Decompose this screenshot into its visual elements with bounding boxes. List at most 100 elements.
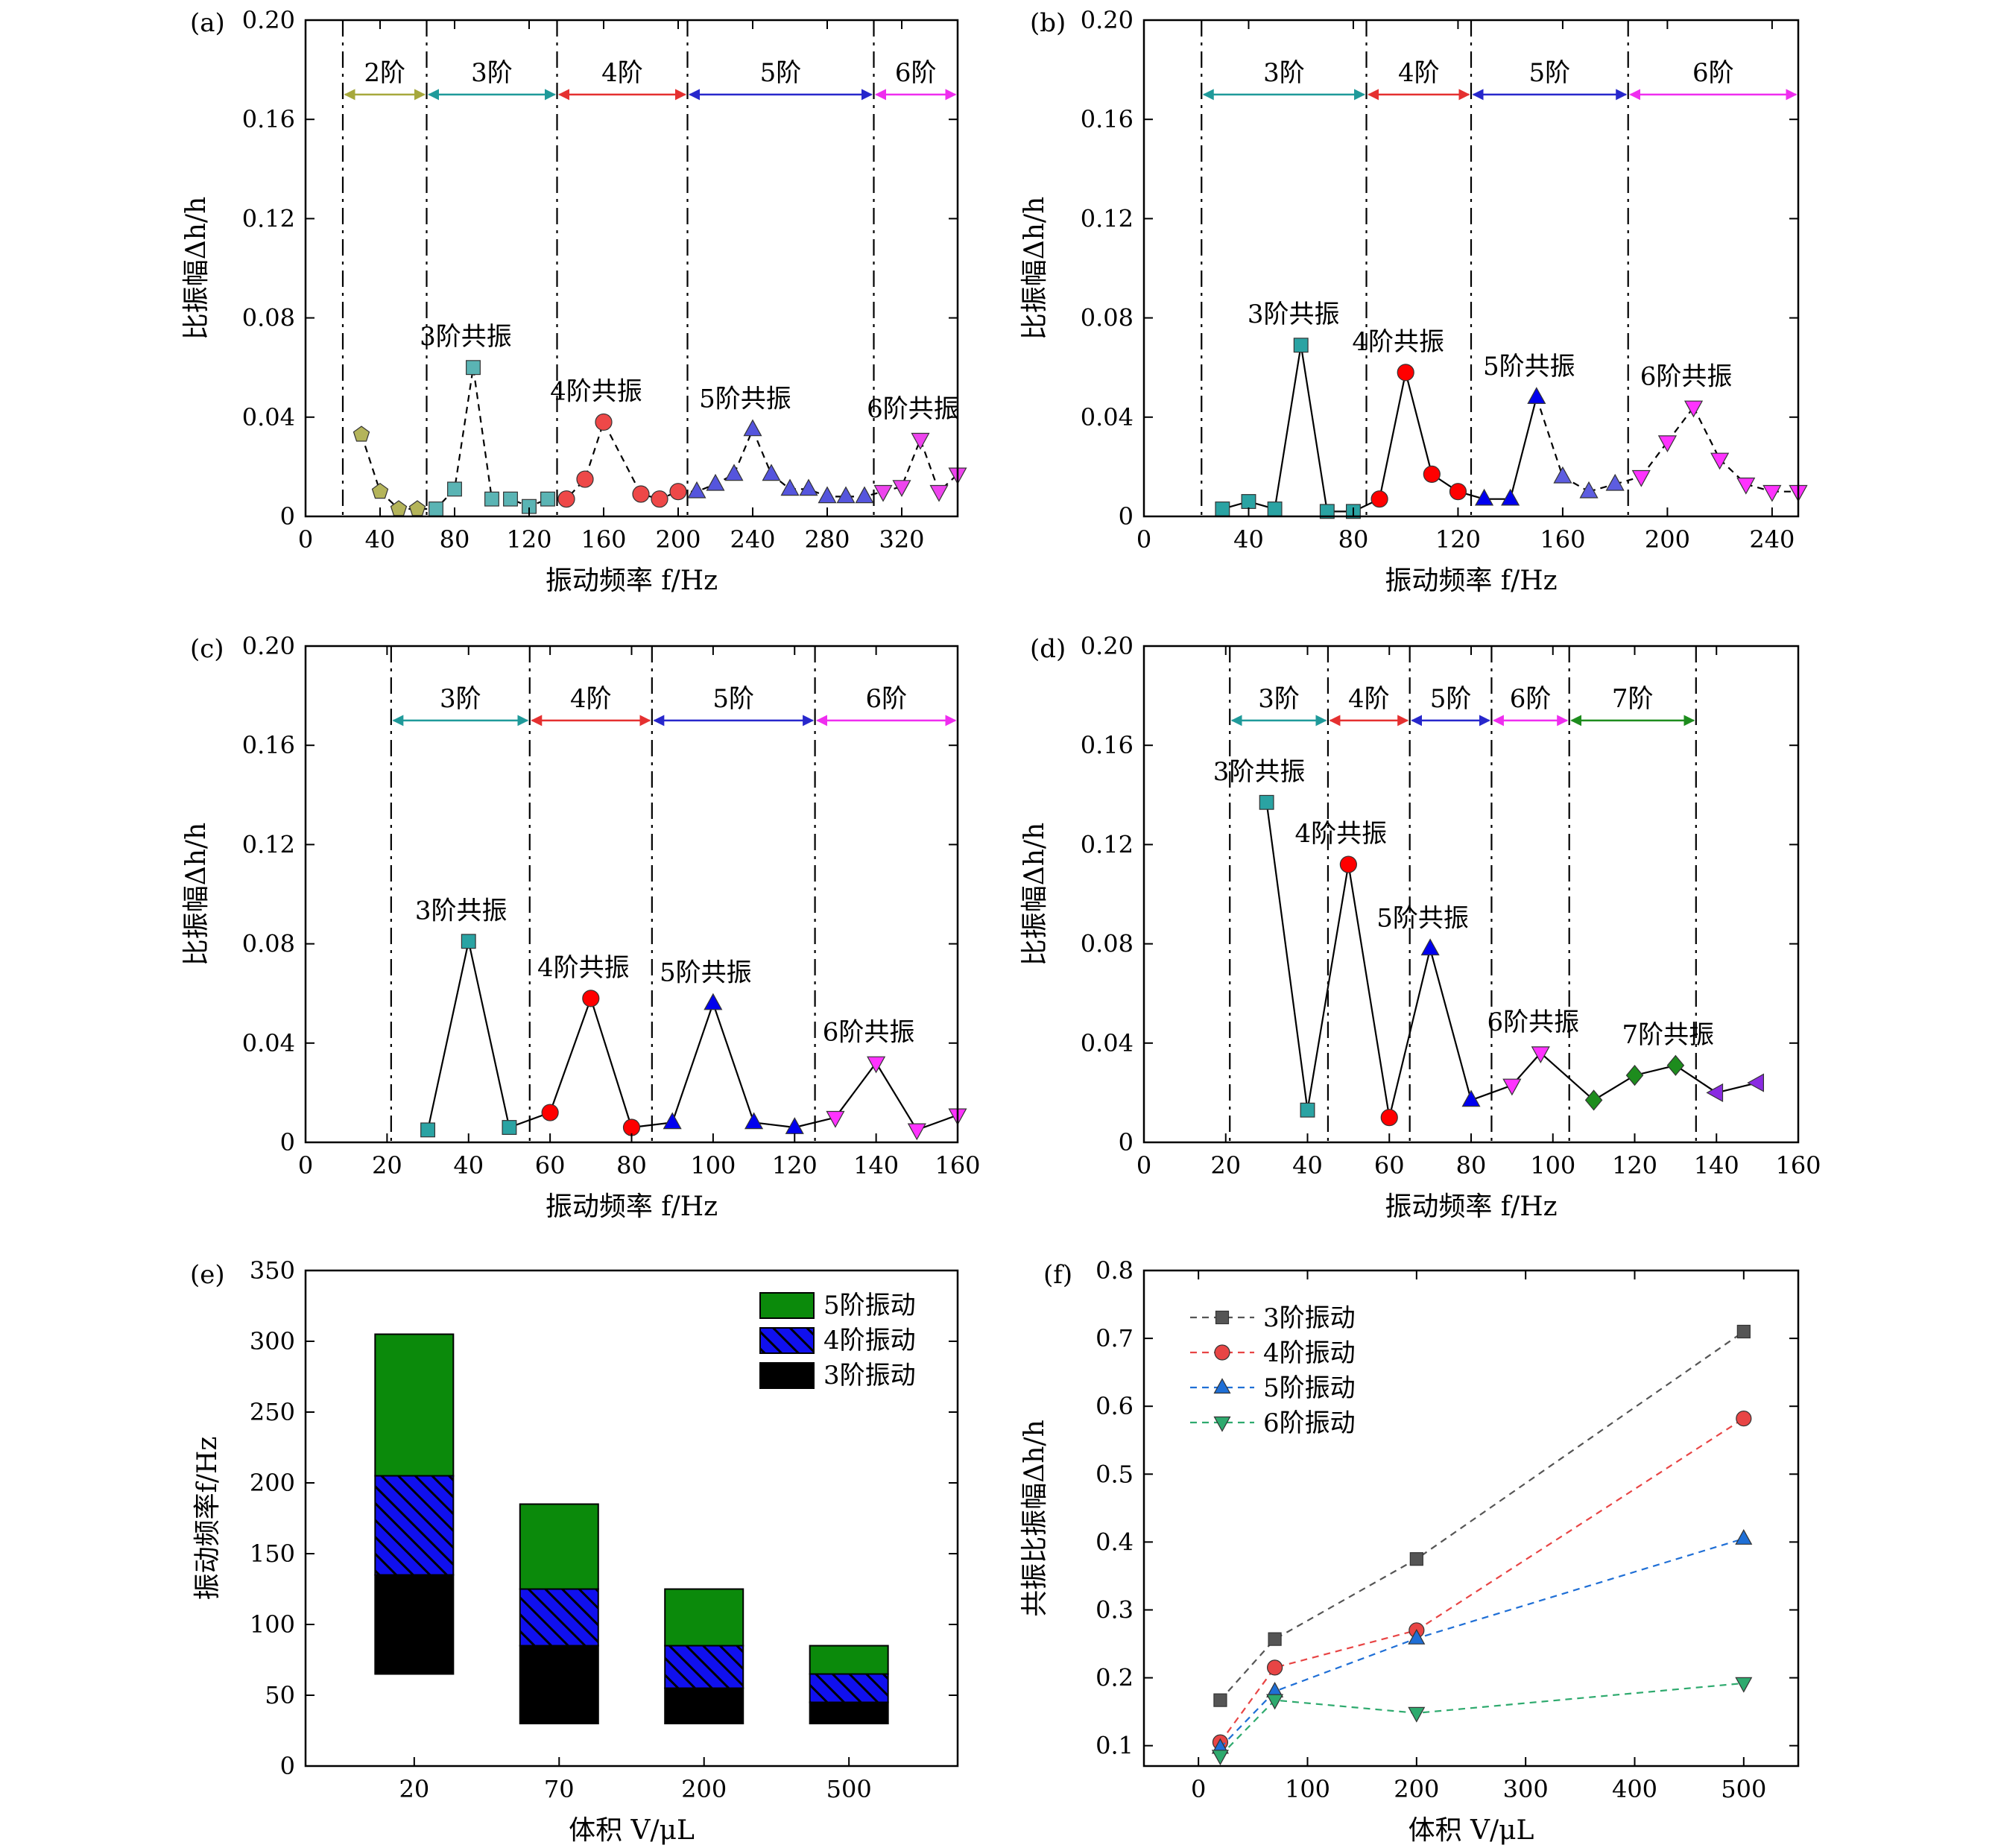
- series-line-segment: [1692, 406, 1721, 460]
- y-tick-label: 0.20: [242, 6, 295, 34]
- x-axis-label: 振动频率 f/Hz: [546, 566, 718, 596]
- data-point-square: [1215, 501, 1230, 516]
- plot-frame: [1142, 1269, 1800, 1768]
- legend-marker: [1213, 1378, 1231, 1394]
- chart-panel-a: (a) 2阶 3阶 4阶 5阶 6阶 3阶共振 4阶共振 5阶共振 6阶共振 0 40 80 120 160…: [181, 6, 967, 596]
- data-point-square: [1259, 794, 1274, 810]
- series-line: [1219, 1417, 1745, 1743]
- plot-frame: [1142, 19, 1800, 518]
- data-point-triangle-up: [1735, 1529, 1753, 1545]
- order-range-label: 3阶: [471, 58, 513, 88]
- x-tick-label: 100: [1530, 1151, 1575, 1180]
- x-tick-label: 40: [1233, 525, 1264, 554]
- data-point-triangle-up: [780, 478, 800, 496]
- data-point-triangle-up: [855, 486, 874, 504]
- data-point-triangle-up: [1579, 481, 1599, 499]
- data-point-triangle-up: [724, 463, 744, 481]
- legend: 5阶振动 4阶振动 3阶振动: [759, 1291, 916, 1390]
- x-tick-label: 160: [1540, 525, 1585, 554]
- data-point-circle: [622, 1118, 641, 1136]
- y-tick-label: 0: [1119, 502, 1134, 531]
- y-tick-label: 0.2: [1095, 1664, 1134, 1692]
- data-point-circle: [651, 490, 668, 508]
- x-tick-label: 140: [853, 1151, 899, 1180]
- legend-marker: [1215, 1310, 1230, 1325]
- data-point-square: [420, 1122, 436, 1138]
- y-tick-label: 0.20: [242, 632, 295, 660]
- order-range-label: 6阶: [1692, 58, 1734, 88]
- data-point-circle: [669, 483, 687, 501]
- x-tick-label: 500: [1721, 1775, 1766, 1803]
- data-point-circle: [1397, 364, 1414, 382]
- series-line: [1219, 1682, 1744, 1757]
- resonance-annotation: 4阶共振: [550, 376, 642, 406]
- y-tick-label: 0.12: [242, 830, 295, 858]
- resonance-annotation: 3阶共振: [1213, 757, 1306, 787]
- y-tick-label: 0.08: [242, 930, 295, 958]
- order-range-label: 3阶: [440, 684, 481, 714]
- data-point-square: [1268, 1632, 1282, 1646]
- series-line-segment: [1666, 406, 1695, 443]
- resonance-annotation: 4阶共振: [1352, 327, 1444, 357]
- order-range-label: 6阶: [865, 684, 907, 714]
- panel-label: (d): [1030, 634, 1066, 664]
- x-tick-label: 200: [655, 525, 701, 554]
- data-point-triangle-down: [1266, 1694, 1284, 1710]
- x-tick-label: 40: [365, 525, 396, 554]
- x-tick-label: 80: [440, 525, 470, 554]
- data-point-circle: [1380, 1109, 1398, 1127]
- data-point-circle: [557, 490, 575, 508]
- bar-segment: [664, 1588, 744, 1647]
- data-point-circle: [541, 1104, 559, 1121]
- data-point-pentagon: [408, 500, 426, 516]
- series-line-segment: [1405, 372, 1433, 475]
- data-point-triangle-down: [873, 484, 893, 502]
- order-range-label: 3阶: [1258, 684, 1300, 714]
- x-tick-label: 160: [1775, 1151, 1821, 1180]
- data-point-square: [1241, 494, 1256, 509]
- x-tick-label: 100: [690, 1151, 736, 1180]
- x-tick-label: 20: [399, 1775, 429, 1803]
- data-point-square: [1319, 504, 1335, 519]
- order-range-label: 7阶: [1612, 684, 1654, 714]
- resonance-annotation: 3阶共振: [415, 896, 508, 925]
- x-tick-label: 0: [1136, 525, 1151, 554]
- y-tick-label: 0.08: [1081, 304, 1134, 332]
- x-tick-label: 0: [298, 1151, 313, 1180]
- x-tick-label: 240: [1749, 525, 1795, 554]
- legend-swatch: [759, 1327, 815, 1354]
- x-tick-label: 60: [1374, 1151, 1405, 1180]
- y-tick-label: 0.20: [1081, 6, 1134, 34]
- data-point-triangle-up: [762, 463, 781, 481]
- order-range-label: 3阶: [1263, 58, 1305, 88]
- y-tick-label: 0.12: [1081, 830, 1134, 858]
- series-line: [1265, 802, 1758, 1118]
- data-point-circle: [576, 470, 594, 488]
- bar-segment: [664, 1687, 744, 1724]
- bar-segment: [374, 1333, 455, 1477]
- order-range-label: 6阶: [895, 58, 937, 88]
- data-point-triangle-down: [1762, 484, 1782, 502]
- chart-panel-b: (b) 3阶 4阶 5阶 6阶 3阶共振 4阶共振 5阶共振 6阶共振 0 40 80 120 160 20…: [1019, 6, 1808, 596]
- data-point-triangle-down: [1683, 400, 1704, 418]
- legend-label: 4阶振动: [823, 1326, 916, 1355]
- data-point-pentagon: [352, 425, 370, 442]
- y-tick-label: 200: [250, 1469, 295, 1497]
- y-tick-label: 0.1: [1095, 1732, 1134, 1760]
- series-line-segment: [1274, 345, 1302, 510]
- series-line-segment: [1300, 345, 1328, 512]
- resonance-annotation: 6阶共振: [823, 1017, 915, 1047]
- y-tick-label: 0.20: [1081, 632, 1134, 660]
- legend-label: 3阶振动: [1263, 1303, 1356, 1333]
- data-point-triangle-down: [929, 484, 949, 502]
- x-tick-label: 120: [772, 1151, 818, 1180]
- chart-panel-e: (e) 20 70 200 500 5阶振动 4阶振动 3阶振动 0 50 100 150 200 250…: [190, 1256, 959, 1846]
- order-range-label: 4阶: [570, 684, 612, 714]
- x-axis-label: 体积 V/μL: [1408, 1815, 1534, 1846]
- series-line-segment: [1379, 372, 1407, 499]
- x-tick-label: 120: [1612, 1151, 1657, 1180]
- order-range-label: 4阶: [601, 58, 643, 88]
- x-tick-label: 70: [544, 1775, 575, 1803]
- series-line: [1219, 1331, 1745, 1701]
- bar-segment: [664, 1645, 744, 1689]
